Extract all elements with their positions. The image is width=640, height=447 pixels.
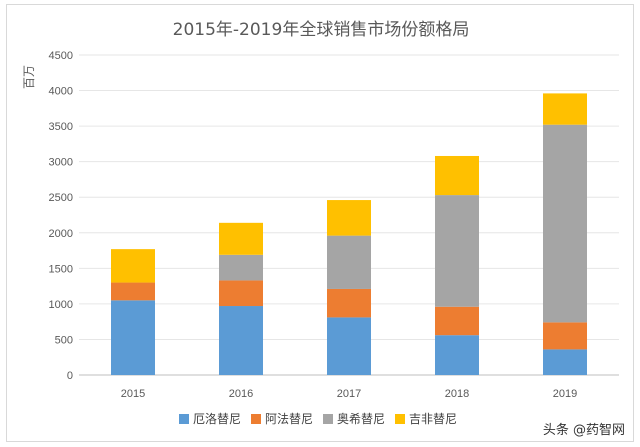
y-tick-label: 2000 (49, 228, 73, 240)
legend: 厄洛替尼 阿法替尼 奥希替尼 吉非替尼 (179, 411, 457, 426)
y-tick-label: 4500 (49, 50, 73, 62)
chart-frame: 2015年-2019年全球销售市场份额格局 百万 0 500 1000 1500 200… (6, 4, 634, 442)
y-tick-label: 500 (55, 334, 73, 346)
y-tick-label: 4000 (49, 86, 73, 98)
bar-segment (327, 200, 371, 236)
x-tick-label: 2015 (121, 388, 145, 400)
y-tick-label: 3500 (49, 121, 73, 133)
x-tick-label: 2018 (445, 388, 469, 400)
bar-segment (111, 282, 155, 301)
legend-swatch (179, 414, 189, 424)
legend-label: 阿法替尼 (265, 412, 313, 426)
bar-segment (435, 335, 479, 375)
y-tick-labels: 0 500 1000 1500 2000 2500 3000 3500 4000 4500 (49, 50, 73, 382)
bar-segment (435, 306, 479, 336)
bar-segment (435, 155, 479, 196)
bar-segment (543, 349, 587, 375)
y-tick-label: 2500 (49, 192, 73, 204)
chart-title: 2015年-2019年全球销售市场份额格局 (173, 20, 470, 40)
y-axis-label: 百万 (22, 65, 36, 89)
bar-segment (543, 124, 587, 323)
bars (111, 93, 587, 375)
watermark: 头条 @药智网 (543, 422, 625, 438)
bar-segment (543, 93, 587, 125)
y-tick-label: 1500 (49, 263, 73, 275)
bar-segment (111, 300, 155, 375)
legend-label: 奥希替尼 (337, 411, 385, 426)
x-tick-label: 2017 (337, 388, 361, 400)
legend-swatch (395, 414, 405, 424)
legend-label: 吉非替尼 (409, 412, 457, 426)
legend-label: 厄洛替尼 (193, 411, 241, 426)
legend-swatch (251, 414, 261, 424)
bar-segment (111, 249, 155, 283)
y-tick-label: 1000 (49, 299, 73, 311)
watermark-text: 头条 @药智网 (543, 422, 625, 438)
bar-segment (219, 222, 263, 255)
bar-segment (327, 317, 371, 375)
y-tick-label: 3000 (49, 157, 73, 169)
bar-segment (327, 235, 371, 289)
bar-segment (327, 288, 371, 318)
bar-segment (219, 306, 263, 375)
x-tick-label: 2016 (229, 388, 253, 400)
bar-segment (543, 322, 587, 350)
x-tick-labels: 2015 2016 2017 2018 2019 (121, 388, 577, 400)
bar-segment (219, 280, 263, 307)
stacked-bar-chart: 2015年-2019年全球销售市场份额格局 百万 0 500 1000 1500 200… (22, 20, 625, 438)
y-tick-label: 0 (67, 370, 73, 382)
bar-segment (435, 195, 479, 307)
x-tick-label: 2019 (553, 388, 577, 400)
bar-segment (219, 254, 263, 281)
legend-swatch (323, 414, 333, 424)
